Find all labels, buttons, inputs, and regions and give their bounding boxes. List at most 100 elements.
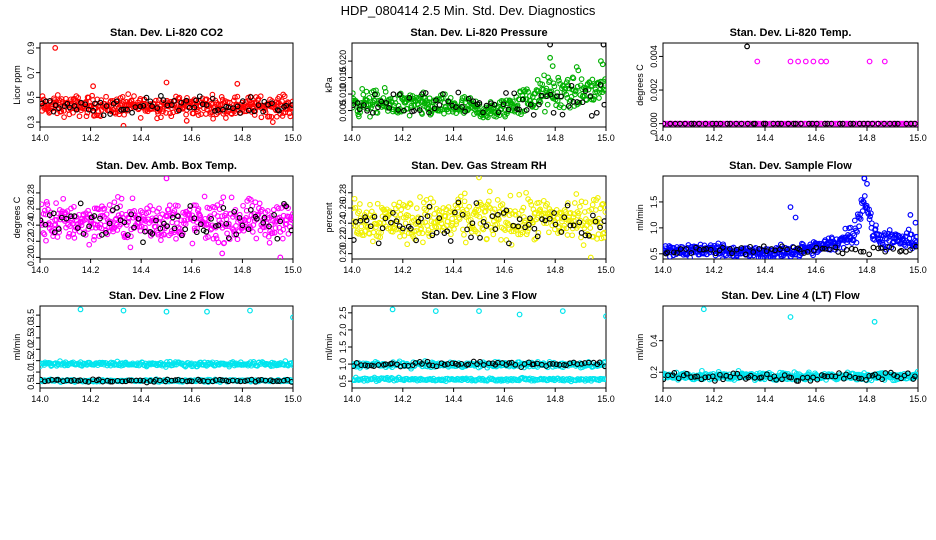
data-point — [247, 307, 253, 314]
data-point — [518, 364, 525, 370]
data-point — [461, 198, 468, 205]
data-point — [47, 98, 53, 104]
chart-title: Stan. Dev. Li-820 CO2 — [110, 27, 223, 39]
data-point — [840, 375, 847, 382]
data-point — [70, 109, 76, 116]
data-point — [839, 250, 846, 257]
data-point — [778, 120, 785, 127]
data-point — [546, 361, 553, 367]
data-point — [406, 112, 413, 119]
data-point — [131, 224, 137, 231]
data-point — [401, 362, 408, 369]
data-point — [811, 120, 818, 127]
data-point — [483, 223, 490, 229]
data-point — [426, 233, 433, 239]
data-point — [171, 98, 177, 104]
data-point — [352, 363, 357, 369]
data-point — [191, 377, 198, 384]
data-point — [401, 232, 408, 239]
data-point — [261, 98, 268, 105]
data-point — [685, 120, 692, 127]
data-point — [51, 230, 57, 236]
data-point — [515, 210, 522, 217]
data-point — [452, 211, 458, 218]
data-point — [596, 95, 602, 101]
data-point — [234, 377, 241, 384]
y-tick-label: 1.0 — [649, 222, 659, 235]
data-point — [516, 216, 523, 222]
data-point — [872, 226, 879, 232]
data-point — [121, 111, 127, 118]
data-point — [226, 220, 232, 227]
data-point — [847, 120, 854, 127]
data-point — [549, 222, 556, 229]
data-point — [245, 217, 252, 224]
data-point — [389, 306, 396, 313]
data-point — [433, 363, 440, 370]
x-tick-label: 14.8 — [546, 265, 564, 275]
data-point — [570, 214, 577, 221]
data-point — [289, 217, 293, 223]
data-point — [832, 244, 839, 251]
data-point — [787, 204, 794, 211]
data-point — [598, 58, 604, 64]
data-point — [515, 231, 521, 238]
data-point — [476, 213, 483, 220]
data-point — [55, 226, 62, 232]
data-point — [379, 225, 386, 232]
data-point — [562, 85, 569, 92]
data-point — [288, 105, 293, 112]
data-point — [285, 231, 292, 237]
data-point — [914, 368, 918, 375]
data-point — [179, 232, 185, 239]
data-point — [55, 377, 61, 383]
data-point — [593, 109, 600, 116]
data-point — [603, 313, 606, 320]
data-point — [52, 45, 59, 51]
x-tick-label: 14.0 — [654, 133, 672, 143]
data-point — [599, 201, 605, 208]
data-point — [519, 207, 525, 214]
x-tick-label: 14.8 — [234, 265, 252, 275]
data-point — [700, 246, 707, 253]
data-point — [389, 360, 395, 367]
data-point — [239, 98, 246, 104]
data-point — [411, 108, 417, 114]
data-point — [481, 216, 487, 222]
data-point — [503, 90, 509, 96]
data-point — [233, 231, 240, 238]
data-point — [907, 247, 913, 253]
data-point — [109, 378, 116, 385]
data-point — [891, 372, 897, 378]
data-point — [709, 373, 716, 380]
data-point — [905, 370, 911, 377]
data-point — [563, 91, 570, 98]
data-point — [281, 377, 287, 384]
data-point — [688, 250, 695, 256]
data-point — [158, 93, 164, 99]
data-point — [677, 246, 684, 252]
x-tick-label: 14.6 — [183, 133, 201, 143]
data-point — [577, 203, 583, 210]
data-point — [444, 218, 451, 225]
chart-panel: Stan. Dev. Line 4 (LT) Flow 14.0 14.2 14.4 1… — [635, 290, 927, 404]
data-point — [905, 226, 912, 233]
data-point — [395, 107, 402, 113]
data-point — [137, 103, 144, 110]
data-point — [875, 120, 882, 127]
data-point — [363, 88, 370, 95]
x-tick-label: 14.0 — [343, 265, 361, 275]
y-tick-label: 0.5 — [26, 91, 36, 104]
points — [663, 176, 918, 259]
data-point — [46, 108, 53, 115]
data-point — [271, 212, 277, 218]
points — [352, 306, 606, 385]
data-point — [760, 243, 767, 250]
data-point — [163, 176, 170, 182]
data-point — [153, 217, 159, 224]
data-point — [600, 43, 606, 48]
data-point — [470, 98, 477, 105]
data-point — [258, 114, 265, 121]
data-point — [558, 229, 565, 235]
data-point — [851, 217, 858, 224]
